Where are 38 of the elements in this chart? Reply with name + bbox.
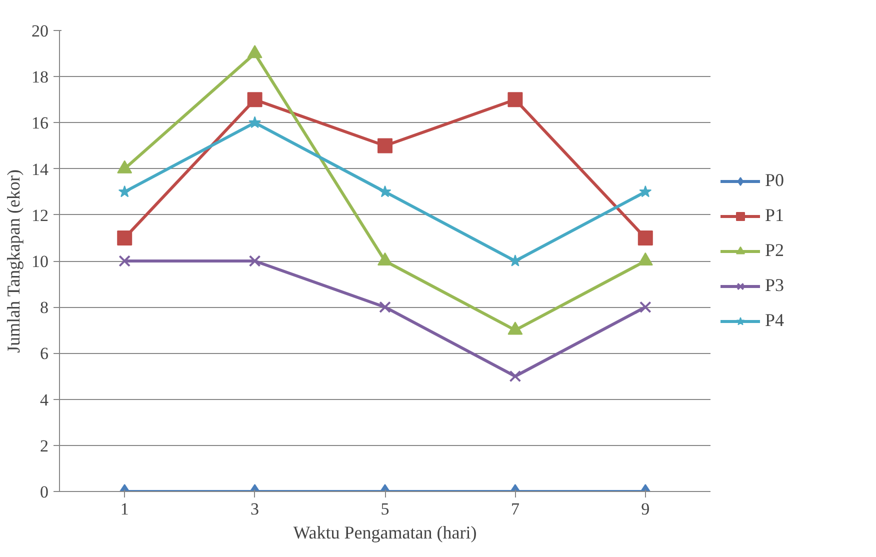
point bbox=[248, 116, 262, 128]
y-tick-label: 8 bbox=[40, 298, 48, 318]
y-tick-label: 20 bbox=[32, 22, 48, 40]
point bbox=[638, 230, 653, 246]
y-tick-label: 12 bbox=[32, 206, 48, 225]
point bbox=[378, 252, 392, 266]
x-tick-label: 7 bbox=[510, 500, 520, 518]
legend-label: P0 bbox=[765, 170, 785, 191]
x-tick-label: 9 bbox=[641, 500, 650, 518]
y-tick-label: 0 bbox=[40, 482, 48, 502]
y-tick-label: 14 bbox=[32, 160, 49, 179]
point bbox=[378, 185, 392, 198]
x-axis-title: Waktu Pengamatan (hari) bbox=[293, 522, 477, 542]
point bbox=[639, 185, 652, 198]
y-tick-label: 4 bbox=[40, 390, 49, 410]
point bbox=[118, 185, 131, 198]
y-tick-label: 6 bbox=[40, 344, 48, 364]
legend-label: P2 bbox=[765, 240, 785, 261]
y-tick-label: 18 bbox=[32, 68, 48, 87]
x-tick-label: 1 bbox=[120, 500, 129, 518]
point bbox=[117, 230, 132, 246]
y-tick-label: 16 bbox=[32, 114, 48, 133]
point bbox=[247, 92, 262, 108]
y-tick-label: 10 bbox=[32, 252, 48, 271]
point bbox=[248, 255, 261, 267]
point bbox=[118, 255, 131, 267]
point bbox=[508, 254, 522, 266]
legend-label: P3 bbox=[765, 275, 785, 296]
x-tick-label: 3 bbox=[250, 500, 260, 518]
legend-label: P1 bbox=[765, 205, 785, 226]
x-tick-label: 5 bbox=[380, 500, 390, 518]
point bbox=[378, 138, 392, 154]
y-axis-title: Jumlah Tangkapan (ekor) bbox=[4, 169, 24, 353]
point bbox=[638, 252, 653, 266]
point bbox=[508, 322, 523, 335]
legend-label: P4 bbox=[765, 310, 785, 331]
y-tick-label: 2 bbox=[40, 436, 48, 456]
point bbox=[508, 92, 523, 108]
